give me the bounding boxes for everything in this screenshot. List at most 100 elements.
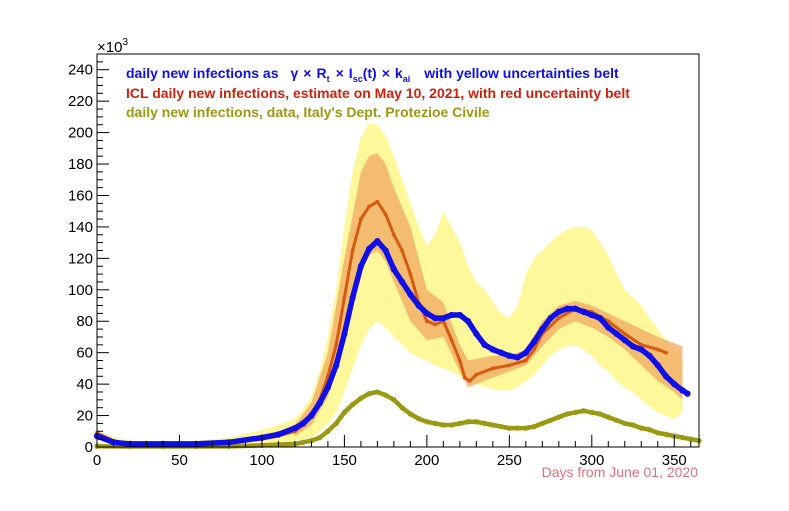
- data-point-icl: [467, 379, 472, 383]
- data-point-data: [622, 420, 628, 427]
- data-point-data: [663, 431, 669, 438]
- series-group: [93, 199, 702, 450]
- data-point-model: [572, 305, 579, 312]
- data-point-data: [391, 397, 397, 403]
- y-tick-label: 60: [76, 345, 93, 362]
- data-point-data: [498, 423, 504, 430]
- data-point-data: [481, 420, 488, 427]
- data-point-model: [349, 294, 356, 301]
- series-data: [94, 389, 702, 450]
- data-point-data: [539, 420, 545, 427]
- data-point-model: [324, 384, 332, 391]
- data-point-icl: [350, 248, 355, 253]
- ticks: 0 20 40 60 80 100 120 140 160 180 200 220 240 0 50 100 1…: [68, 53, 692, 469]
- y-tick-label: 220: [68, 93, 93, 110]
- data-point-data: [407, 411, 414, 417]
- legend-icl: ICL daily new infections, estimate on Ma…: [126, 85, 630, 101]
- data-point-data: [655, 430, 661, 436]
- data-point-data: [630, 422, 636, 428]
- data-point-model: [398, 278, 406, 286]
- data-point-data: [382, 392, 389, 398]
- data-point-model: [506, 352, 513, 359]
- data-point-icl: [433, 322, 437, 327]
- data-point-icl: [408, 272, 413, 276]
- data-point-data: [448, 422, 455, 428]
- data-point-icl: [425, 319, 429, 324]
- data-point-data: [589, 409, 595, 416]
- data-point-model: [539, 325, 546, 333]
- y-tick-label: 120: [68, 250, 93, 267]
- data-point-model: [382, 247, 389, 254]
- data-point-data: [580, 408, 587, 414]
- y-tick-label: 0: [85, 439, 93, 456]
- data-point-model: [440, 314, 447, 322]
- data-point-model: [464, 318, 472, 325]
- data-point-data: [415, 416, 422, 422]
- data-point-model: [357, 263, 365, 270]
- data-point-data: [523, 425, 529, 431]
- data-point-model: [547, 314, 554, 322]
- data-point-model: [415, 302, 422, 309]
- data-point-model: [456, 311, 463, 319]
- data-point-model: [308, 412, 315, 419]
- x-tick-label: 300: [579, 452, 604, 469]
- data-point-icl: [507, 363, 512, 368]
- data-point-data: [333, 420, 339, 427]
- x-tick-label: 250: [497, 452, 522, 469]
- data-point-icl: [375, 199, 380, 204]
- data-point-model: [530, 338, 538, 345]
- data-point-data: [646, 427, 653, 433]
- data-point-model: [423, 310, 431, 317]
- data-point-model: [431, 314, 439, 322]
- data-point-model: [333, 362, 340, 369]
- x-axis-label: Days from June 01, 2020: [542, 464, 699, 480]
- data-point-model: [646, 352, 653, 359]
- y-tick-label: 80: [76, 313, 93, 330]
- data-point-icl: [474, 372, 479, 377]
- red-uncertainty-band: [294, 153, 683, 436]
- y-multiplier: ×103: [97, 37, 128, 56]
- data-point-model: [621, 336, 628, 344]
- x-tick-label: 200: [414, 452, 439, 469]
- x-tick-label: 150: [332, 452, 357, 469]
- data-point-icl: [556, 316, 561, 320]
- data-point-model: [629, 343, 637, 350]
- data-point-data: [300, 439, 306, 445]
- data-point-icl: [392, 232, 396, 237]
- data-point-data: [605, 414, 611, 420]
- y-tick-label: 140: [68, 219, 93, 236]
- uncertainty-bands: [97, 123, 683, 446]
- data-point-model: [613, 330, 620, 337]
- data-point-data: [399, 405, 405, 411]
- data-point-model: [684, 390, 691, 397]
- data-point-icl: [532, 347, 536, 352]
- data-point-model: [514, 354, 521, 361]
- data-point-data: [366, 390, 372, 397]
- data-point-data: [613, 417, 620, 423]
- y-tick-label: 240: [68, 62, 93, 79]
- data-point-model: [316, 399, 323, 407]
- yellow-uncertainty-band: [97, 123, 683, 446]
- data-point-data: [572, 409, 578, 416]
- data-point-icl: [639, 342, 644, 347]
- data-point-data: [374, 389, 381, 395]
- data-point-model: [654, 362, 661, 369]
- data-point-data: [597, 411, 603, 417]
- x-tick-label: 0: [93, 452, 101, 469]
- data-point-data: [556, 414, 562, 420]
- y-tick-label: 40: [76, 376, 93, 393]
- x-tick-label: 350: [662, 452, 687, 469]
- data-point-model: [300, 420, 307, 427]
- data-point-model: [596, 314, 604, 322]
- data-point-model: [555, 308, 562, 315]
- data-point-data: [688, 436, 694, 442]
- data-point-data: [358, 395, 364, 401]
- data-point-data: [308, 438, 315, 444]
- x-tick-label: 50: [171, 452, 188, 469]
- data-point-model: [489, 346, 496, 353]
- data-point-data: [341, 409, 348, 416]
- data-point-icl: [490, 366, 495, 371]
- data-point-model: [275, 431, 282, 438]
- legend-model: daily new infections as γ × Rt × Isc(t) × kai wi…: [126, 65, 619, 84]
